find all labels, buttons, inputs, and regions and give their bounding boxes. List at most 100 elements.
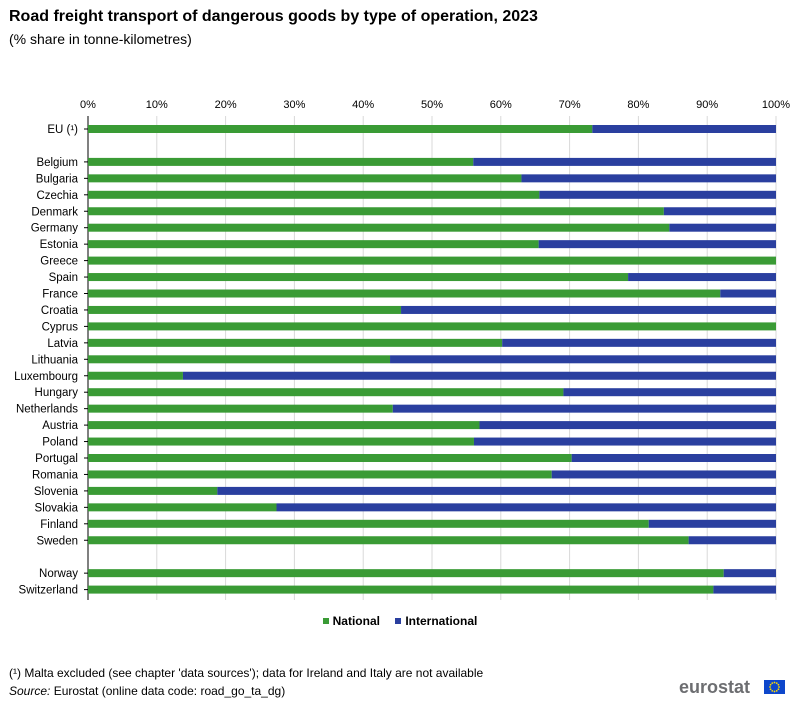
category-label: Slovakia <box>35 502 79 514</box>
bar-national <box>88 289 721 298</box>
bar-international <box>521 174 776 183</box>
legend-swatch-international <box>395 617 402 624</box>
category-label: Czechia <box>36 190 78 202</box>
x-tick-label: 10% <box>146 99 168 111</box>
category-label: Belgium <box>36 157 78 169</box>
x-tick-label: 50% <box>421 99 443 111</box>
bar-international <box>539 190 776 199</box>
x-tick-label: 100% <box>762 99 790 111</box>
legend-swatch-national <box>322 617 329 624</box>
bar-national <box>88 207 664 216</box>
legend: National International <box>0 614 800 628</box>
bar-international <box>571 454 776 462</box>
bar-international <box>479 421 776 430</box>
x-tick-label: 30% <box>283 99 305 111</box>
x-tick-label: 90% <box>696 99 718 111</box>
x-tick-label: 60% <box>490 99 512 111</box>
bar-national <box>88 305 402 314</box>
bar-national <box>88 125 593 133</box>
bar-national <box>88 322 776 331</box>
bar-international <box>713 585 776 594</box>
bar-national <box>88 388 564 397</box>
bar-international <box>390 355 776 364</box>
category-label: Spain <box>49 272 78 284</box>
bar-international <box>551 470 776 479</box>
chart-subtitle: (% share in tonne-kilometres) <box>9 31 192 47</box>
bar-national <box>88 190 540 199</box>
bar-international <box>628 273 776 282</box>
x-tick-label: 40% <box>352 99 374 111</box>
bar-chart: 0% 10% 20% 30% 40% 50% 60% 70% 80% 90% 100% EU (¹) B… <box>14 99 790 600</box>
source-text: Eurostat (online data code: road_go_ta_d… <box>50 684 286 698</box>
category-label: Lithuania <box>31 354 78 366</box>
bar-international <box>392 404 776 413</box>
category-label: Romania <box>32 469 79 481</box>
category-label: Latvia <box>47 338 78 350</box>
category-label: Luxembourg <box>14 371 78 383</box>
category-label: Denmark <box>31 206 78 218</box>
bar-national <box>88 421 480 430</box>
x-tick-label: 80% <box>627 99 649 111</box>
bar-national <box>88 355 391 364</box>
bar-international <box>563 388 776 397</box>
legend-item-national: National <box>322 614 380 628</box>
category-label: Norway <box>39 568 78 580</box>
bar-international <box>538 240 776 249</box>
category-label: EU (¹) <box>47 124 78 136</box>
category-label: Cyprus <box>42 321 79 333</box>
x-tick-label: 20% <box>215 99 237 111</box>
bar-national <box>88 486 218 495</box>
bar-international <box>182 371 777 380</box>
bar-national <box>88 240 539 249</box>
bar-national <box>88 569 724 578</box>
bar-national <box>88 338 503 347</box>
category-label: Germany <box>31 223 79 235</box>
bar-international <box>502 338 776 347</box>
bar-national <box>88 503 277 512</box>
bar-national <box>88 256 776 265</box>
bar-international <box>720 289 776 298</box>
footnote: (¹) Malta excluded (see chapter 'data so… <box>9 666 484 680</box>
bar-national <box>88 223 670 232</box>
category-label: Bulgaria <box>36 173 79 185</box>
category-label: France <box>42 289 78 301</box>
bar-international <box>723 569 776 578</box>
bar-national <box>88 437 474 446</box>
source-note: Source: Eurostat (online data code: road… <box>9 684 285 698</box>
chart-title: Road freight transport of dangerous good… <box>9 8 538 25</box>
bar-international <box>473 157 776 166</box>
legend-item-international: International <box>395 614 477 628</box>
category-label: Finland <box>40 519 78 531</box>
category-label: Greece <box>40 256 78 268</box>
x-tick-label: 70% <box>559 99 581 111</box>
bar-national <box>88 157 474 166</box>
bar-national <box>88 404 393 413</box>
bar-national <box>88 585 714 594</box>
category-label: Slovenia <box>34 486 79 498</box>
eurostat-logo: eurostat <box>679 677 751 697</box>
category-label: Austria <box>42 420 78 432</box>
bar-national <box>88 536 689 545</box>
bar-international <box>401 305 776 314</box>
bar-international <box>473 437 776 446</box>
bar-international <box>688 536 776 545</box>
bar-national <box>88 454 572 462</box>
bar-international <box>217 486 776 495</box>
category-label: Poland <box>42 437 78 449</box>
bar-national <box>88 371 183 380</box>
bar-international <box>648 519 776 528</box>
bar-national <box>88 174 522 183</box>
category-label: Sweden <box>36 535 78 547</box>
category-label: Portugal <box>35 453 78 465</box>
category-label: Estonia <box>40 239 79 251</box>
legend-label-international: International <box>405 614 478 628</box>
bar-international <box>669 223 776 232</box>
legend-label-national: National <box>332 614 380 628</box>
bar-national <box>88 470 552 479</box>
category-label: Netherlands <box>16 404 78 416</box>
source-label: Source: <box>9 684 51 698</box>
bar-national <box>88 273 629 282</box>
bar-international <box>276 503 776 512</box>
bar-international <box>663 207 776 216</box>
bar-national <box>88 519 649 528</box>
